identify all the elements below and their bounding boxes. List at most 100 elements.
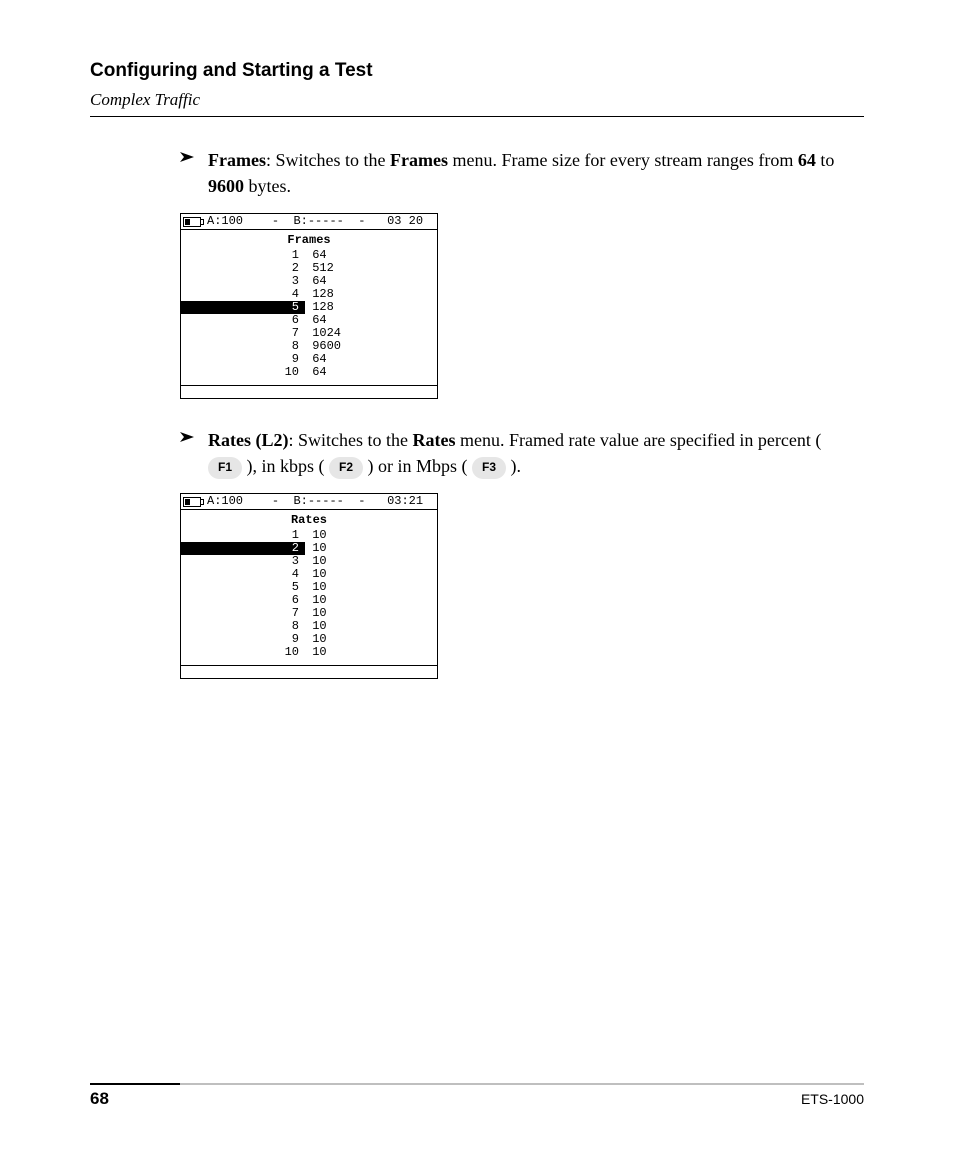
frames-min: 64 — [798, 150, 816, 170]
sp — [344, 215, 358, 228]
sp — [344, 495, 358, 508]
lcd-row-index: 4 — [277, 288, 305, 301]
lcd-row-index: 8 — [277, 340, 305, 353]
document-page: Configuring and Starting a Test Complex … — [0, 0, 954, 1159]
lcd-rates-rows: 1 102 103 104 105 106 107 108 109 1010 1… — [181, 529, 437, 665]
page-number: 68 — [90, 1089, 109, 1109]
section-title: Configuring and Starting a Test — [90, 60, 864, 82]
sp — [365, 215, 387, 228]
lcd-rates-title: Rates — [181, 510, 437, 529]
lcd-row-index: 6 — [277, 594, 305, 607]
bullet-frames-text: Frames: Switches to the Frames menu. Fra… — [208, 147, 854, 199]
bullet-rates-text: Rates (L2): Switches to the Rates menu. … — [208, 427, 854, 479]
t: ), in kbps ( — [242, 456, 329, 476]
status-dash: - — [272, 495, 279, 508]
lcd-row-index: 4 — [277, 568, 305, 581]
lcd-row-pad — [181, 594, 277, 607]
lcd-row-pad — [181, 301, 277, 314]
status-dash: - — [358, 215, 365, 228]
lcd-frames-rows: 1 642 5123 644 1285 1286 647 10248 96009… — [181, 249, 437, 385]
rates-menu-word: Rates — [412, 430, 455, 450]
lcd-row-index: 7 — [277, 607, 305, 620]
footer-rule — [90, 1083, 864, 1085]
lcd-row-pad — [181, 366, 277, 379]
lcd-row-index: 10 — [277, 366, 305, 379]
status-time: 03:21 — [387, 495, 423, 508]
battery-icon — [183, 497, 201, 507]
status-dash: - — [358, 495, 365, 508]
lcd-row-pad — [181, 249, 277, 262]
device-model: ETS-1000 — [801, 1091, 864, 1107]
f1-key: F1 — [208, 457, 242, 478]
bullet-frames: Frames: Switches to the Frames menu. Fra… — [180, 147, 854, 199]
lcd-row-index: 7 — [277, 327, 305, 340]
f3-key: F3 — [472, 457, 506, 478]
lcd-row-index: 5 — [277, 301, 305, 314]
f2-key: F2 — [329, 457, 363, 478]
lcd-frames: A:100 - B:----- - 03 20 Frames 1 642 512… — [180, 213, 438, 399]
lcd-row-pad — [181, 620, 277, 633]
lcd-row: 10 64 — [181, 366, 437, 379]
lcd-row-index: 1 — [277, 529, 305, 542]
lcd-row-value: 10 — [305, 646, 327, 659]
sp — [365, 495, 387, 508]
lcd-frames-status: A:100 - B:----- - 03 20 — [181, 214, 437, 230]
lcd-row-index: 1 — [277, 249, 305, 262]
t: to — [816, 150, 835, 170]
lcd-row-pad — [181, 568, 277, 581]
header-rule — [90, 116, 864, 117]
status-a: A:100 — [207, 495, 243, 508]
lcd-row-pad — [181, 314, 277, 327]
t: ) or in Mbps ( — [363, 456, 472, 476]
t: ). — [506, 456, 521, 476]
sp — [279, 215, 293, 228]
lcd-row: 10 10 — [181, 646, 437, 659]
lcd-rates-status: A:100 - B:----- - 03:21 — [181, 494, 437, 510]
lcd-row-pad — [181, 581, 277, 594]
lcd-row-value: 64 — [305, 366, 327, 379]
frames-menu-word: Frames — [390, 150, 448, 170]
lcd-frames-footer — [181, 385, 437, 398]
lcd-row-pad — [181, 275, 277, 288]
lcd-row-pad — [181, 555, 277, 568]
lcd-row-pad — [181, 607, 277, 620]
lcd-row-index: 10 — [277, 646, 305, 659]
sp — [243, 495, 272, 508]
status-a: A:100 — [207, 215, 243, 228]
lcd-row-pad — [181, 288, 277, 301]
frames-max: 9600 — [208, 176, 244, 196]
bullet-rates: Rates (L2): Switches to the Rates menu. … — [180, 427, 854, 479]
frames-label: Frames — [208, 150, 266, 170]
lcd-row-index: 2 — [277, 542, 305, 555]
content-body: Frames: Switches to the Frames menu. Fra… — [180, 147, 854, 679]
status-time: 03 20 — [387, 215, 423, 228]
lcd-row-index: 3 — [277, 555, 305, 568]
t: : Switches to the — [288, 430, 412, 450]
lcd-row-pad — [181, 633, 277, 646]
status-dash: - — [272, 215, 279, 228]
footer-row: 68 ETS-1000 — [90, 1089, 864, 1109]
lcd-row-index: 8 — [277, 620, 305, 633]
lcd-row-index: 2 — [277, 262, 305, 275]
lcd-row-pad — [181, 646, 277, 659]
sp — [279, 495, 293, 508]
section-subtitle: Complex Traffic — [90, 90, 864, 110]
lcd-row-index: 3 — [277, 275, 305, 288]
lcd-row-pad — [181, 542, 277, 555]
t: menu. Frame size for every stream ranges… — [448, 150, 798, 170]
t: menu. Framed rate value are specified in… — [455, 430, 821, 450]
arrow-icon — [180, 150, 208, 169]
lcd-row-pad — [181, 529, 277, 542]
status-b: B:----- — [293, 495, 343, 508]
lcd-row-index: 5 — [277, 581, 305, 594]
sp — [243, 215, 272, 228]
t: : Switches to the — [266, 150, 390, 170]
lcd-rates: A:100 - B:----- - 03:21 Rates 1 102 103 … — [180, 493, 438, 679]
lcd-row-pad — [181, 327, 277, 340]
page-header: Configuring and Starting a Test Complex … — [90, 60, 864, 117]
page-footer: 68 ETS-1000 — [90, 1083, 864, 1109]
lcd-row-index: 6 — [277, 314, 305, 327]
battery-icon — [183, 217, 201, 227]
t: bytes. — [244, 176, 291, 196]
lcd-row-pad — [181, 340, 277, 353]
